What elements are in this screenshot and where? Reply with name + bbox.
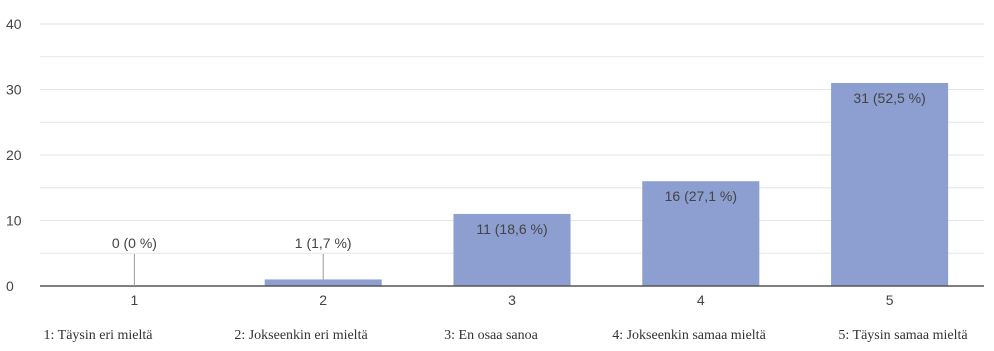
x-tick-label-3: 3 (508, 292, 516, 308)
legend-item-4: 4: Jokseenkin samaa mieltä (612, 328, 766, 343)
data-label-2: 1 (1,7 %) (295, 235, 352, 251)
x-tick-label-2: 2 (319, 292, 327, 308)
y-tick-label-0: 0 (6, 278, 14, 294)
x-tick-label-1: 1 (131, 292, 139, 308)
legend-item-1: 1: Täysin eri mieltä (43, 328, 153, 343)
data-label-3: 11 (18,6 %) (476, 221, 547, 237)
y-tick-label-10: 10 (6, 213, 22, 229)
bar-3 (453, 213, 571, 286)
grid-layer (40, 23, 984, 254)
label-layer: 0 (0 %) 1 (1,7 %) 11 (18,6 %) 16 (27,1 %) 31… (112, 90, 926, 286)
y-tick-label-20: 20 (6, 147, 22, 163)
bar-2 (264, 279, 382, 286)
legend-item-3: 3: En osaa sanoa (444, 328, 538, 343)
x-tick-label-5: 5 (886, 292, 894, 308)
legend-item-2: 2: Jokseenkin eri mieltä (234, 328, 368, 343)
bar-4 (642, 181, 760, 286)
category-legend: 1: Täysin eri mieltä 2: Jokseenkin eri m… (0, 324, 994, 351)
data-label-4: 16 (27,1 %) (665, 188, 737, 204)
bar-layer (264, 82, 949, 286)
data-label-1: 0 (0 %) (112, 235, 157, 251)
bar-5 (831, 82, 949, 286)
axis-layer: 0 10 20 30 40 1 2 3 4 5 (6, 16, 984, 308)
data-label-5: 31 (52,5 %) (853, 90, 925, 106)
y-tick-label-40: 40 (6, 16, 22, 32)
legend-item-5: 5: Täysin samaa mieltä (838, 328, 968, 343)
bar-chart-svg: 0 10 20 30 40 1 2 3 4 5 0 (0 %) 1 (1,7 %) 11 (18,6 … (6, 16, 984, 308)
x-tick-label-4: 4 (697, 292, 705, 308)
y-tick-label-30: 30 (6, 82, 22, 98)
